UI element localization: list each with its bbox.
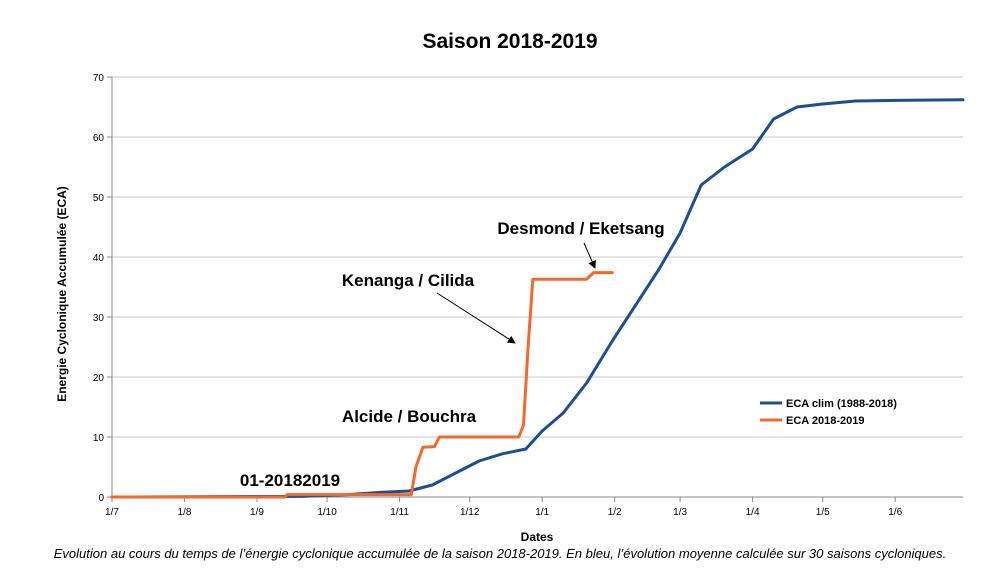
figure-caption: Evolution au cours du temps de l’énergie… [53,546,947,561]
series-lines [110,98,965,499]
y-tick-label: 60 [93,133,105,144]
legend-label: ECA clim (1988-2018) [786,398,897,410]
annotation-arrow [583,242,596,269]
x-ticks: 1/7 1/8 1/9 1/10 1/11 1/12 1/1 1/2 1/3 1/4 1/5 1/6 [105,507,903,518]
x-tick-label: 1/2 [608,507,622,518]
x-tick-label: 1/8 [178,507,192,518]
x-tick-label: 1/11 [390,507,409,518]
x-tick-label: 1/9 [250,507,264,518]
x-tick-label: 1/7 [105,507,119,518]
x-tick-label: 1/4 [746,507,760,518]
legend: ECA clim (1988-2018) ECA 2018-2019 [760,398,897,427]
grid [107,76,963,502]
x-tick-label: 1/12 [460,507,480,518]
annotation-label: Kenanga / Cilida [342,271,475,290]
y-tick-label: 0 [98,493,104,504]
y-tick-label: 40 [93,253,105,264]
legend-label: ECA 2018-2019 [786,415,864,427]
y-axis-label: Energie Cyclonique Accumulée (ECA) [55,186,69,402]
x-tick-label: 1/3 [673,507,687,518]
y-tick-label: 70 [93,73,105,84]
x-tick-label: 1/6 [888,507,902,518]
x-tick-label: 1/5 [816,507,830,518]
annotation-arrow [436,292,516,344]
series-line-1 [110,271,614,499]
y-tick-label: 30 [93,313,105,324]
y-tick-label: 50 [93,193,105,204]
y-tick-label: 10 [93,433,105,444]
y-tick-label: 20 [93,373,105,384]
annotation-label: Desmond / Eketsang [497,219,664,238]
annotation-label: Alcide / Bouchra [342,407,477,426]
chart-title: Saison 2018-2019 [422,30,597,53]
x-tick-label: 1/1 [535,507,549,518]
annotations: 01-20182019 Alcide / Bouchra Kenanga / Cil… [240,219,665,490]
x-tick-label: 1/10 [317,507,337,518]
annotation-label: 01-20182019 [240,471,340,490]
y-ticks: 0 10 20 30 40 50 60 70 [93,73,105,504]
x-axis-label: Dates [521,530,554,544]
